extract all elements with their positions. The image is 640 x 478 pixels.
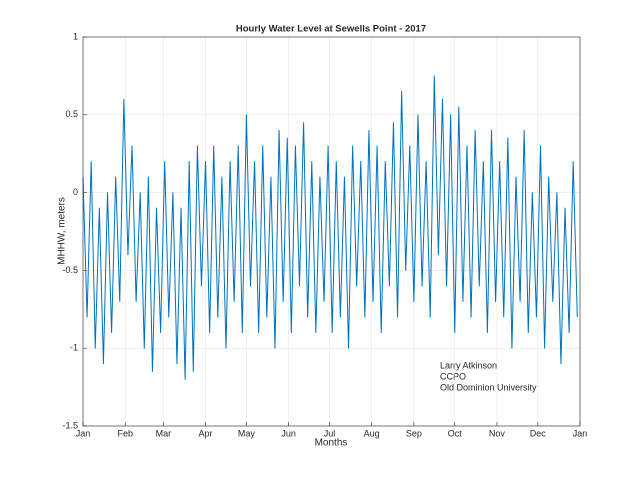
y-tick-label: -1.5	[62, 420, 78, 430]
annotation: CCPO	[440, 371, 466, 381]
x-tick-label: Jan	[573, 428, 588, 438]
x-tick-label: Jun	[281, 428, 296, 438]
plot-frame	[82, 36, 581, 427]
x-tick-label: Oct	[448, 428, 463, 438]
annotation: Larry Atkinson	[440, 360, 497, 370]
x-tick-label: Apr	[199, 428, 213, 438]
x-tick-label: Sep	[406, 428, 422, 438]
chart-title: Hourly Water Level at Sewells Point - 20…	[236, 24, 426, 35]
y-tick-label: 1	[73, 31, 78, 41]
x-tick-label: May	[238, 428, 256, 438]
y-tick-label: -0.5	[62, 265, 78, 275]
x-tick-label: Dec	[530, 428, 547, 438]
annotation: Old Dominion University	[440, 382, 537, 392]
x-tick-label: Aug	[364, 428, 380, 438]
x-tick-label: Jan	[76, 428, 91, 438]
x-axis-label: Months	[315, 438, 348, 449]
y-tick-label: -1	[70, 343, 78, 353]
x-tick-label: Feb	[117, 428, 133, 438]
x-tick-label: Nov	[489, 428, 506, 438]
x-tick-label: Jul	[324, 428, 336, 438]
data-line	[82, 75, 578, 380]
y-axis-label: MHHW, meters	[57, 197, 68, 265]
y-tick-label: 0.5	[65, 109, 78, 119]
y-tick-label: 0	[73, 187, 78, 197]
x-tick-label: Mar	[156, 428, 172, 438]
